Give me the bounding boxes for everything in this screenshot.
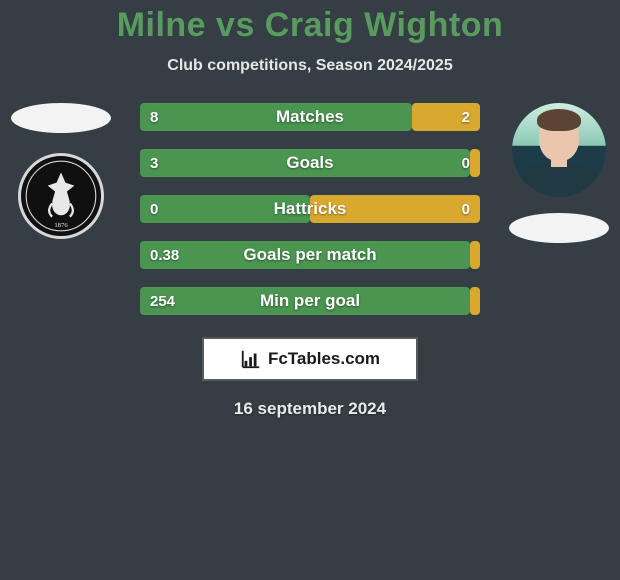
stat-bar-left	[140, 103, 412, 131]
stat-row: Goals30	[140, 149, 480, 177]
subtitle: Club competitions, Season 2024/2025	[0, 57, 620, 75]
brand-text: FcTables.com	[268, 349, 380, 369]
stat-bar-left	[140, 149, 470, 177]
stat-bar-left	[140, 195, 310, 223]
left-player-col: 1876	[6, 103, 116, 239]
stat-bar-right	[470, 287, 480, 315]
stat-bar-right	[470, 241, 480, 269]
svg-text:1876: 1876	[54, 222, 68, 229]
stat-bar-right	[310, 195, 480, 223]
stats-bars: Matches82 Goals30 Hattricks00 Goals per mat…	[140, 103, 480, 315]
left-club-badge: 1876	[18, 153, 104, 239]
stat-bar-left	[140, 287, 470, 315]
stat-row: Min per goal254	[140, 287, 480, 315]
stat-bar-right	[470, 149, 480, 177]
stat-bar-right	[412, 103, 480, 131]
chart-icon	[240, 348, 262, 370]
right-player-col	[504, 103, 614, 243]
stat-row: Hattricks00	[140, 195, 480, 223]
brand-badge: FcTables.com	[202, 337, 418, 381]
page-title: Milne vs Craig Wighton	[0, 6, 620, 45]
date-text: 16 september 2024	[0, 399, 620, 419]
left-player-name-pill	[11, 103, 111, 133]
thistle-icon: 1876	[24, 159, 98, 233]
comparison-panel: 1876 Matches82 Goals30 Hattricks00 Goals pe…	[0, 103, 620, 315]
stat-row: Goals per match0.38	[140, 241, 480, 269]
right-player-avatar	[512, 103, 606, 197]
stat-bar-left	[140, 241, 470, 269]
stat-row: Matches82	[140, 103, 480, 131]
right-player-name-pill	[509, 213, 609, 243]
